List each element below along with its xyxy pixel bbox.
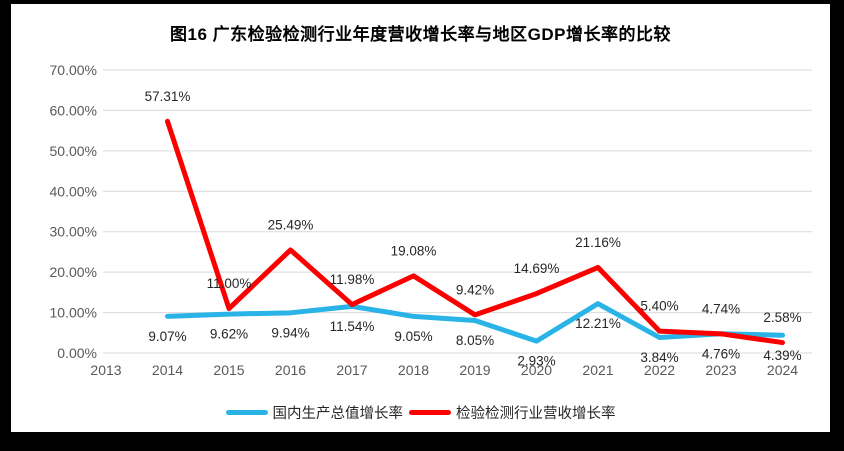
y-axis-tick-label: 50.00% (50, 143, 97, 159)
data-label: 11.54% (330, 319, 375, 334)
y-axis-tick-label: 60.00% (50, 102, 97, 118)
gdp-growth-line (165, 301, 785, 344)
x-axis-tick-label: 2023 (705, 362, 736, 378)
legend-label-gdp: 国内生产总值增长率 (272, 406, 404, 422)
data-label: 14.69% (514, 261, 560, 276)
x-axis-tick-label: 2013 (90, 362, 121, 378)
chart-canvas: 图16 广东检验检测行业年度营收增长率与地区GDP增长率的比较 0.00% 10.… (11, 4, 830, 432)
plot-area: 0.00% 10.00% 20.00% 30.00% 40.00% 50.00% 60.00… (50, 62, 812, 378)
chart-legend: 国内生产总值增长率 检验检测行业营收增长率 (11, 402, 830, 423)
chart-title: 图16 广东检验检测行业年度营收增长率与地区GDP增长率的比较 (170, 25, 671, 44)
x-axis-tick-label: 2021 (582, 362, 613, 378)
industry-line-swatch-icon (409, 410, 451, 415)
y-axis-tick-label: 20.00% (50, 264, 97, 280)
x-axis-tick-label: 2017 (336, 362, 367, 378)
data-label: 4.76% (702, 346, 740, 361)
data-label: 4.39% (763, 348, 801, 363)
data-label: 2.58% (763, 310, 801, 325)
data-label: 9.94% (271, 325, 309, 340)
x-axis-tick-label: 2022 (644, 362, 675, 378)
data-label: 25.49% (268, 217, 314, 232)
data-label: 9.07% (148, 329, 186, 344)
industry-revenue-line (165, 118, 785, 346)
y-axis-tick-label: 40.00% (50, 183, 97, 199)
data-label: 5.40% (640, 299, 678, 314)
x-axis-tick-label: 2020 (521, 362, 552, 378)
data-label: 11.00% (207, 276, 252, 291)
data-label: 19.08% (391, 243, 437, 258)
data-label: 21.16% (575, 235, 621, 250)
x-axis-tick-label: 2014 (152, 362, 183, 378)
y-axis-tick-label: 10.00% (50, 305, 97, 321)
data-label: 4.74% (702, 301, 740, 316)
data-label: 9.62% (210, 327, 248, 342)
y-axis-tick-label: 30.00% (50, 224, 97, 240)
data-label: 11.98% (330, 272, 375, 287)
data-label: 9.05% (394, 329, 432, 344)
legend-item-industry: 检验检测行业营收增长率 (409, 402, 616, 423)
legend-label-industry: 检验检测行业营收增长率 (456, 406, 616, 422)
x-axis-tick-label: 2015 (213, 362, 244, 378)
gdp-line-swatch-icon (225, 410, 268, 415)
legend-item-gdp: 国内生产总值增长率 (225, 402, 404, 423)
data-label: 9.42% (456, 282, 494, 297)
data-label: 8.05% (456, 333, 494, 348)
data-label: 2.93% (517, 354, 555, 369)
data-label: 57.31% (145, 89, 191, 104)
data-label: 12.21% (575, 316, 621, 331)
x-axis-tick-label: 2018 (398, 362, 429, 378)
x-axis-tick-label: 2024 (767, 362, 798, 378)
y-axis-tick-label: 0.00% (57, 345, 97, 361)
x-axis-tick-label: 2019 (459, 362, 490, 378)
x-axis-tick-label: 2016 (275, 362, 306, 378)
data-label: 3.84% (640, 350, 678, 365)
y-axis-tick-label: 70.00% (50, 62, 97, 78)
